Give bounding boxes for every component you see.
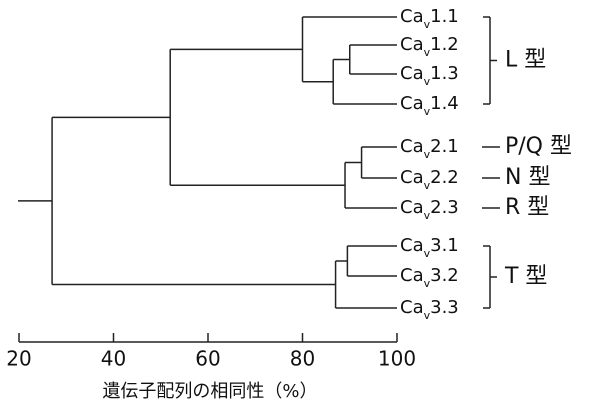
leaf-label: Cav1.3 [400,63,459,88]
label-number: 3.3 [430,297,459,318]
x-tick-label: 100 [378,347,416,371]
label-subscript: v [424,277,431,290]
group-label: L 型 [505,48,546,73]
label-subscript: v [424,105,431,118]
label-prefix: Ca [400,235,424,256]
group-label: P/Q 型 [505,134,572,159]
label-number: 2.3 [430,197,459,218]
leaf-label: Cav3.1 [400,235,459,260]
leaf-label: Cav3.2 [400,265,459,290]
leaf-label: Cav3.3 [400,297,459,322]
leaf-label: Cav2.3 [400,197,459,222]
label-number: 2.2 [430,167,459,188]
x-tick-label: 80 [290,347,315,371]
label-prefix: Ca [400,93,424,114]
leaf-label: Cav2.2 [400,167,459,192]
group-label: N 型 [505,165,550,190]
label-subscript: v [424,179,431,192]
label-number: 2.1 [430,136,459,157]
label-prefix: Ca [400,63,424,84]
label-prefix: Ca [400,136,424,157]
group-label: T 型 [504,264,547,289]
label-number: 3.2 [430,265,459,286]
group-label: R 型 [505,195,549,220]
label-number: 3.1 [430,235,459,256]
label-prefix: Ca [400,197,424,218]
label-subscript: v [424,247,431,260]
label-number: 1.2 [430,34,459,55]
label-subscript: v [424,309,431,322]
label-subscript: v [424,209,431,222]
label-prefix: Ca [400,297,424,318]
x-tick-label: 40 [101,347,126,371]
label-subscript: v [424,148,431,161]
label-number: 1.1 [430,6,459,27]
x-tick-label: 20 [6,347,31,371]
label-subscript: v [424,75,431,88]
label-number: 1.4 [430,93,459,114]
label-subscript: v [424,18,431,31]
label-subscript: v [424,46,431,59]
label-prefix: Ca [400,265,424,286]
label-prefix: Ca [400,167,424,188]
label-prefix: Ca [400,6,424,27]
x-axis-label: 遺伝子配列の相同性（%） [102,381,317,402]
leaf-label: Cav1.2 [400,34,459,59]
leaf-label: Cav1.4 [400,93,459,118]
x-tick-label: 60 [195,347,220,371]
label-number: 1.3 [430,63,459,84]
label-prefix: Ca [400,34,424,55]
leaf-label: Cav1.1 [400,6,459,31]
leaf-label: Cav2.1 [400,136,459,161]
